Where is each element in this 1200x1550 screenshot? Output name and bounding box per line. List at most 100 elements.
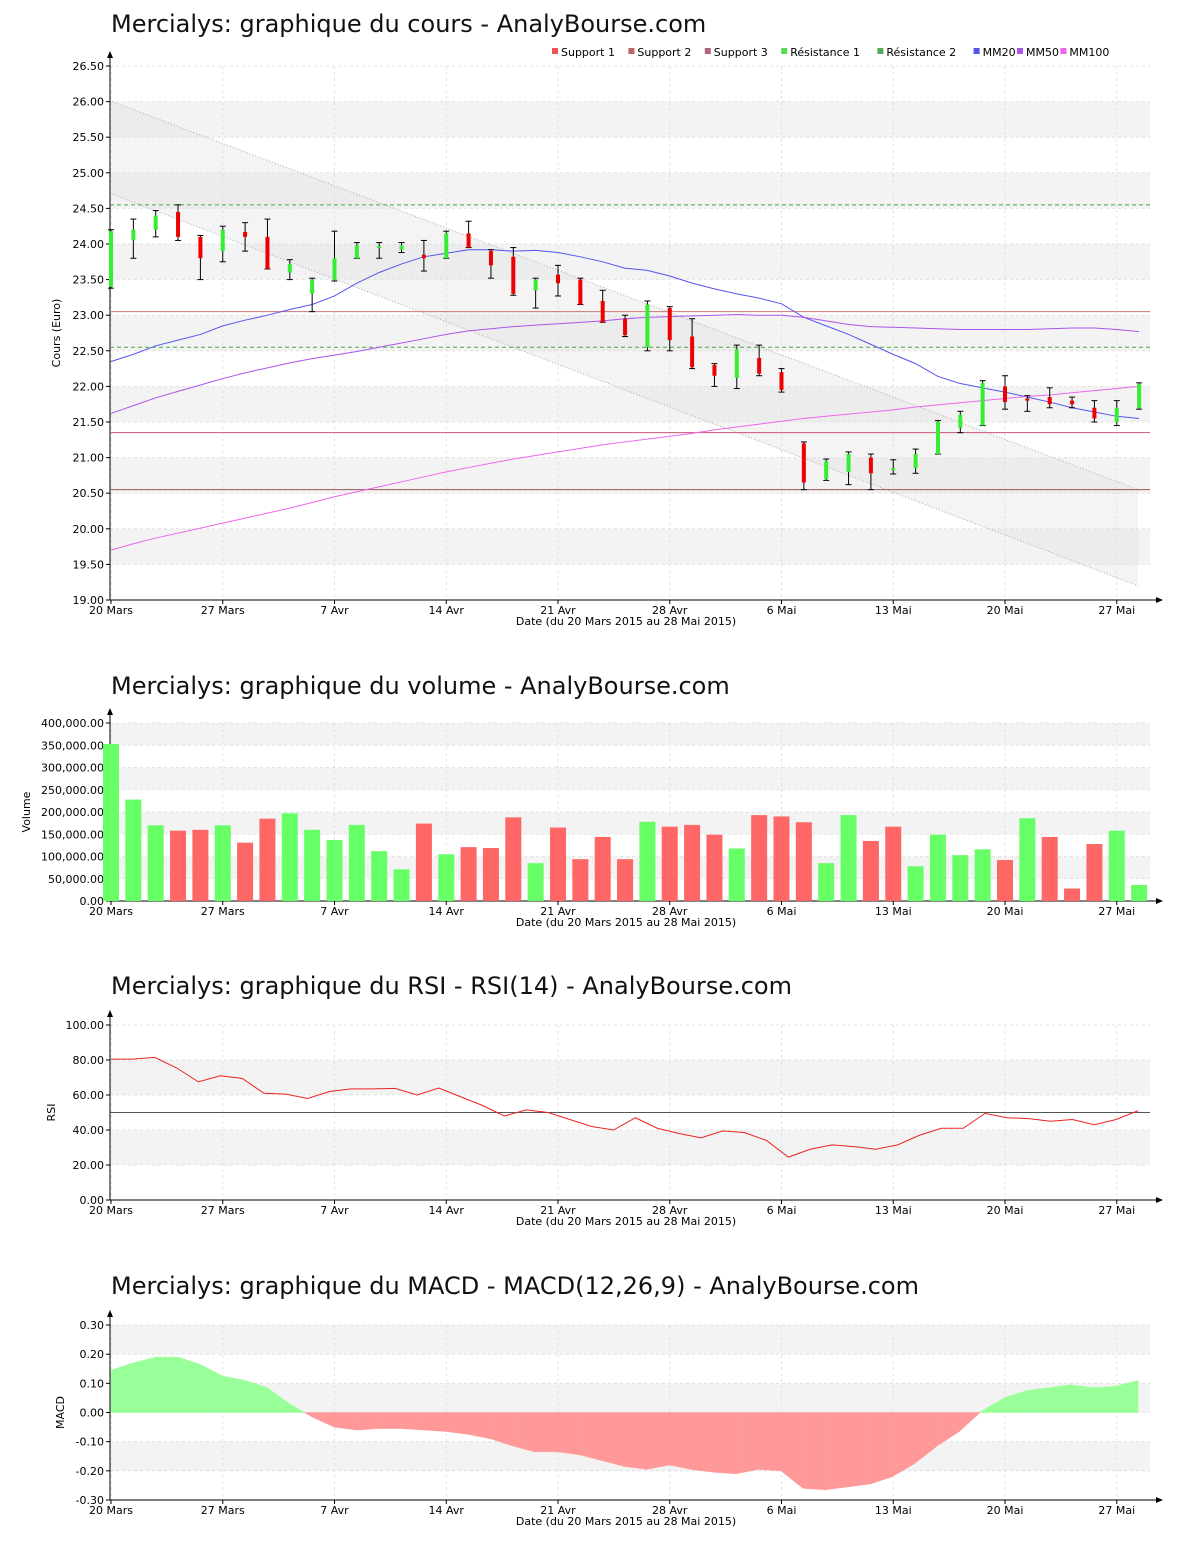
candle-body [176, 211, 181, 237]
x-tick-label: 7 Avr [320, 1204, 349, 1217]
macd-area [713, 1412, 737, 1475]
y-tick-label: 24.00 [73, 238, 105, 251]
grid-band [110, 1325, 1150, 1355]
volume-bar [617, 859, 634, 901]
macd-area [378, 1412, 402, 1429]
y-tick-label: 21.00 [73, 452, 105, 465]
volume-bar [639, 821, 656, 901]
macd-area [423, 1412, 447, 1432]
grid-band [110, 767, 1150, 790]
volume-bar [192, 829, 209, 901]
candle-body [533, 279, 538, 291]
x-tick-label: 6 Mai [767, 604, 797, 617]
legend-label: Support 2 [637, 46, 691, 59]
volume-bar [862, 840, 879, 901]
x-tick-label: 13 Mai [875, 905, 912, 918]
macd-area [758, 1412, 782, 1472]
macd-area [155, 1356, 179, 1413]
volume-bar [1019, 818, 1036, 901]
x-tick-label: 21 Avr [540, 1504, 576, 1517]
macd-area [646, 1412, 670, 1470]
volume-bar [438, 854, 455, 901]
grid-band [110, 1130, 1150, 1165]
volume-bar [482, 848, 499, 901]
candle-body [444, 233, 449, 259]
macd-area [467, 1412, 491, 1440]
macd-area [1026, 1387, 1049, 1413]
y-axis-arrow [107, 1010, 113, 1017]
candle-body [220, 229, 225, 252]
macd-area [311, 1412, 335, 1428]
volume-bar [818, 863, 835, 901]
macd-area [668, 1412, 692, 1470]
x-axis-arrow [1156, 898, 1163, 904]
x-tick-label: 20 Mai [987, 1504, 1024, 1517]
rsi-panel: Mercialys: graphique du RSI - RSI(14) - … [0, 940, 1200, 1240]
y-tick-label: 250,000.00 [41, 784, 104, 797]
candle-body [109, 231, 113, 287]
volume-bar [326, 840, 343, 901]
legend-swatch [1060, 48, 1067, 54]
volume-bar [1108, 830, 1125, 901]
y-tick-label: 300,000.00 [41, 762, 104, 775]
x-tick-label: 20 Mars [89, 1504, 133, 1517]
y-tick-label: 40.00 [73, 1124, 105, 1137]
candle-body [734, 349, 739, 378]
rsi-chart: 0.00 20.00 40.00 60.00 80.00 100.00 20 Mars 27 … [45, 1010, 1163, 1228]
macd-area [869, 1412, 893, 1485]
candle-body [488, 251, 493, 266]
grid-band [110, 101, 1150, 138]
candle-body [578, 279, 583, 305]
volume-bar [706, 834, 723, 901]
y-tick-label: 100.00 [66, 1019, 105, 1032]
x-tick-label: 20 Mai [987, 1204, 1024, 1217]
x-tick-label: 6 Mai [767, 1504, 797, 1517]
candle-body [980, 382, 985, 426]
x-tick-label: 21 Avr [540, 604, 576, 617]
x-axis-arrow [1156, 1197, 1163, 1203]
volume-bar [572, 859, 589, 901]
y-tick-label: 100,000.00 [41, 851, 104, 864]
macd-area [936, 1412, 960, 1447]
y-tick-label: 0.30 [80, 1319, 105, 1332]
candle-body [1070, 400, 1075, 405]
volume-bar [952, 855, 969, 901]
volume-bar [170, 830, 187, 901]
candle-body [1047, 397, 1052, 405]
macd-area [490, 1412, 514, 1447]
x-axis-label: Date (du 20 Mars 2015 au 28 Mai 2015) [516, 916, 736, 929]
moving-average-mm100 [110, 385, 1140, 551]
macd-area [1093, 1385, 1116, 1413]
volume-bar [348, 824, 365, 901]
volume-bar [147, 825, 164, 901]
volume-bar [661, 826, 678, 901]
x-axis-arrow [1156, 597, 1163, 603]
volume-bar [907, 866, 924, 901]
grid-band [110, 528, 1150, 565]
volume-bar [684, 824, 701, 901]
x-tick-label: 7 Avr [320, 604, 349, 617]
candle-body [958, 414, 963, 428]
volume-bar [527, 863, 544, 901]
y-tick-label: 21.50 [73, 416, 105, 429]
y-tick-label: 150,000.00 [41, 828, 104, 841]
volume-bar [1131, 884, 1148, 901]
macd-area [691, 1412, 715, 1473]
x-tick-label: 13 Mai [875, 604, 912, 617]
volume-bar [505, 817, 522, 901]
candle-body [846, 454, 851, 472]
x-tick-label: 27 Mai [1098, 905, 1135, 918]
candle-body [399, 245, 404, 250]
volume-bar [728, 848, 745, 901]
candle-body [243, 231, 248, 237]
legend-label: MM50 [1026, 46, 1059, 59]
y-tick-label: 20.50 [73, 487, 105, 500]
macd-panel: Mercialys: graphique du MACD - MACD(12,2… [0, 1240, 1200, 1550]
x-tick-label: 13 Mai [875, 1504, 912, 1517]
legend-label: Résistance 2 [886, 46, 956, 59]
price-panel: Mercialys: graphique du cours - AnalyBou… [0, 0, 1200, 640]
macd-area [334, 1412, 357, 1431]
y-tick-label: 20.00 [73, 523, 105, 536]
x-axis-arrow [1156, 1497, 1163, 1503]
rsi-chart-title: Mercialys: graphique du RSI - RSI(14) - … [111, 972, 792, 1000]
